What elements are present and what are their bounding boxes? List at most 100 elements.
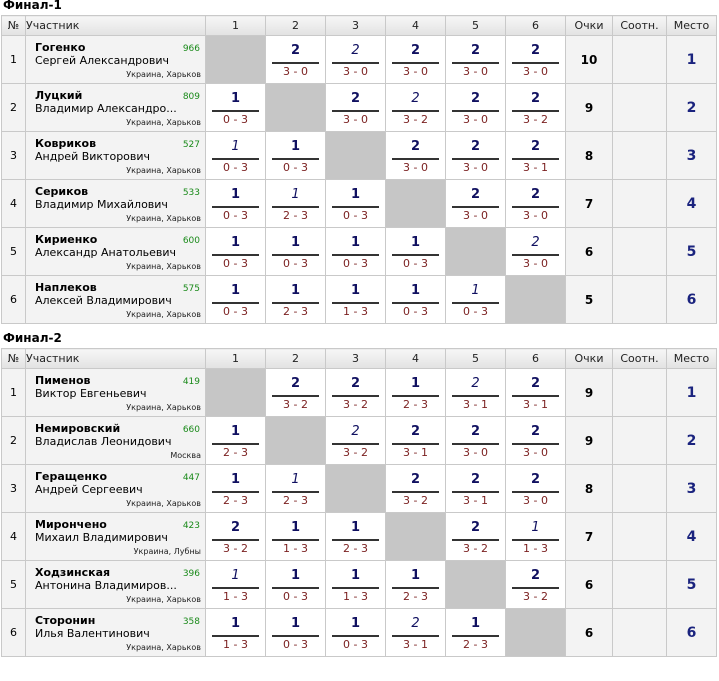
- match-cell[interactable]: 1 0 - 3: [325, 227, 386, 276]
- participant-last-name[interactable]: Немировский: [35, 422, 121, 435]
- participant-cell[interactable]: Геращенко Андрей Сергеевич 447 Украина, Хар…: [25, 464, 206, 513]
- match-cell[interactable]: 2 3 - 1: [445, 464, 506, 513]
- participant-first-name: Алексей Владимирович: [35, 294, 172, 307]
- match-cell[interactable]: 2 3 - 1: [385, 416, 446, 465]
- header-participant: Участник: [25, 348, 206, 369]
- match-score: 1: [531, 520, 540, 535]
- match-cell[interactable]: 1 2 - 3: [445, 608, 506, 657]
- participant-last-name[interactable]: Сторонин: [35, 614, 96, 627]
- match-cell[interactable]: 2 3 - 0: [265, 35, 326, 84]
- participant-last-name[interactable]: Ковриков: [35, 137, 97, 150]
- match-cell[interactable]: 2 3 - 0: [445, 35, 506, 84]
- match-cell[interactable]: 1 2 - 3: [325, 512, 386, 561]
- match-cell[interactable]: 2 3 - 0: [445, 179, 506, 228]
- score-divider: [392, 635, 439, 637]
- match-cell[interactable]: 2 3 - 1: [505, 131, 566, 180]
- participant-last-name[interactable]: Луцкий: [35, 89, 83, 102]
- match-score: 2: [290, 376, 301, 391]
- match-cell[interactable]: 1 0 - 3: [385, 227, 446, 276]
- participant-cell[interactable]: Пименов Виктор Евгеньевич 419 Украина, Харь…: [25, 368, 206, 417]
- score-divider: [512, 443, 559, 445]
- participant-last-name[interactable]: Геращенко: [35, 470, 108, 483]
- match-cell[interactable]: 2 3 - 2: [325, 416, 386, 465]
- match-cell[interactable]: 1 1 - 3: [265, 512, 326, 561]
- participant-last-name[interactable]: Наплеков: [35, 281, 97, 294]
- participant-cell[interactable]: Ковриков Андрей Викторович 527 Украина, Хар…: [25, 131, 206, 180]
- match-cell[interactable]: 1 0 - 3: [265, 560, 326, 609]
- match-cell[interactable]: 2 3 - 1: [445, 368, 506, 417]
- match-cell[interactable]: 1 0 - 3: [205, 275, 266, 324]
- match-cell[interactable]: 2 3 - 0: [505, 227, 566, 276]
- header-points: Очки: [565, 15, 613, 36]
- participant-last-name[interactable]: Сериков: [35, 185, 89, 198]
- match-cell[interactable]: 2 3 - 2: [385, 83, 446, 132]
- match-cell[interactable]: 1 0 - 3: [325, 179, 386, 228]
- participant-cell[interactable]: Ходзинская Антонина Владимиров... 396 Украи…: [25, 560, 206, 609]
- match-cell[interactable]: 2 3 - 0: [445, 83, 506, 132]
- match-cell[interactable]: 1 0 - 3: [205, 179, 266, 228]
- match-cell[interactable]: 1 0 - 3: [205, 131, 266, 180]
- match-cell[interactable]: 1 2 - 3: [205, 464, 266, 513]
- match-cell[interactable]: 2 3 - 2: [445, 512, 506, 561]
- participant-cell[interactable]: Луцкий Владимир Александро... 809 Украина, …: [25, 83, 206, 132]
- match-cell[interactable]: 2 3 - 2: [505, 83, 566, 132]
- match-cell[interactable]: 1 0 - 3: [265, 608, 326, 657]
- participant-cell[interactable]: Сериков Владимир Михайлович 533 Украина, Ха…: [25, 179, 206, 228]
- match-cell[interactable]: 1 2 - 3: [205, 416, 266, 465]
- participant-rating: 396: [182, 569, 200, 579]
- match-games: 2 - 3: [283, 209, 308, 222]
- match-cell[interactable]: 1 2 - 3: [265, 464, 326, 513]
- match-cell[interactable]: 1 1 - 3: [505, 512, 566, 561]
- participant-last-name[interactable]: Мирончено: [35, 518, 107, 531]
- match-cell[interactable]: 1 0 - 3: [205, 227, 266, 276]
- match-cell[interactable]: 2 3 - 2: [505, 560, 566, 609]
- match-cell[interactable]: 2 3 - 0: [325, 83, 386, 132]
- match-cell[interactable]: 1 1 - 3: [205, 560, 266, 609]
- match-score: 1: [230, 424, 241, 439]
- match-cell[interactable]: 1 2 - 3: [385, 560, 446, 609]
- header-ratio: Соотн.: [612, 15, 667, 36]
- participant-cell[interactable]: Мирончено Михаил Владимирович 423 Украина, …: [25, 512, 206, 561]
- participant-cell[interactable]: Наплеков Алексей Владимирович 575 Украина, …: [25, 275, 206, 324]
- match-cell[interactable]: 2 3 - 2: [205, 512, 266, 561]
- match-cell[interactable]: 2 3 - 0: [445, 416, 506, 465]
- participant-cell[interactable]: Гогенко Сергей Александрович 966 Украина, Х…: [25, 35, 206, 84]
- score-divider: [512, 110, 559, 112]
- match-cell[interactable]: 1 2 - 3: [385, 368, 446, 417]
- match-cell[interactable]: 2 3 - 0: [505, 179, 566, 228]
- participant-last-name[interactable]: Гогенко: [35, 41, 86, 54]
- match-cell[interactable]: 2 3 - 0: [505, 416, 566, 465]
- match-cell[interactable]: 2 3 - 0: [325, 35, 386, 84]
- match-cell[interactable]: 1 0 - 3: [385, 275, 446, 324]
- match-cell[interactable]: 2 3 - 0: [505, 464, 566, 513]
- place-cell: 3: [666, 464, 717, 513]
- match-cell[interactable]: 2 3 - 1: [385, 608, 446, 657]
- match-games: 3 - 0: [403, 161, 428, 174]
- match-cell[interactable]: 2 3 - 2: [325, 368, 386, 417]
- match-cell[interactable]: 1 0 - 3: [205, 83, 266, 132]
- match-cell[interactable]: 1 2 - 3: [265, 275, 326, 324]
- participant-rating: 358: [182, 617, 200, 627]
- match-cell[interactable]: 1 1 - 3: [325, 560, 386, 609]
- participant-cell[interactable]: Сторонин Илья Валентинович 358 Украина, Хар…: [25, 608, 206, 657]
- participant-last-name[interactable]: Ходзинская: [35, 566, 111, 579]
- match-cell[interactable]: 1 1 - 3: [205, 608, 266, 657]
- match-cell[interactable]: 2 3 - 0: [385, 131, 446, 180]
- header-col-2: 2: [265, 348, 326, 369]
- match-cell[interactable]: 2 3 - 2: [385, 464, 446, 513]
- match-cell[interactable]: 1 0 - 3: [325, 608, 386, 657]
- match-cell[interactable]: 1 1 - 3: [325, 275, 386, 324]
- participant-cell[interactable]: Немировский Владислав Леонидович 660 Москва: [25, 416, 206, 465]
- match-cell[interactable]: 2 3 - 0: [385, 35, 446, 84]
- match-cell[interactable]: 1 0 - 3: [265, 227, 326, 276]
- match-cell[interactable]: 2 3 - 1: [505, 368, 566, 417]
- match-cell[interactable]: 1 2 - 3: [265, 179, 326, 228]
- match-cell[interactable]: 1 0 - 3: [445, 275, 506, 324]
- match-cell[interactable]: 1 0 - 3: [265, 131, 326, 180]
- match-cell[interactable]: 2 3 - 0: [505, 35, 566, 84]
- match-cell[interactable]: 2 3 - 0: [445, 131, 506, 180]
- participant-last-name[interactable]: Кириенко: [35, 233, 98, 246]
- participant-last-name[interactable]: Пименов: [35, 374, 91, 387]
- match-cell[interactable]: 2 3 - 2: [265, 368, 326, 417]
- participant-cell[interactable]: Кириенко Александр Анатольевич 600 Украина,…: [25, 227, 206, 276]
